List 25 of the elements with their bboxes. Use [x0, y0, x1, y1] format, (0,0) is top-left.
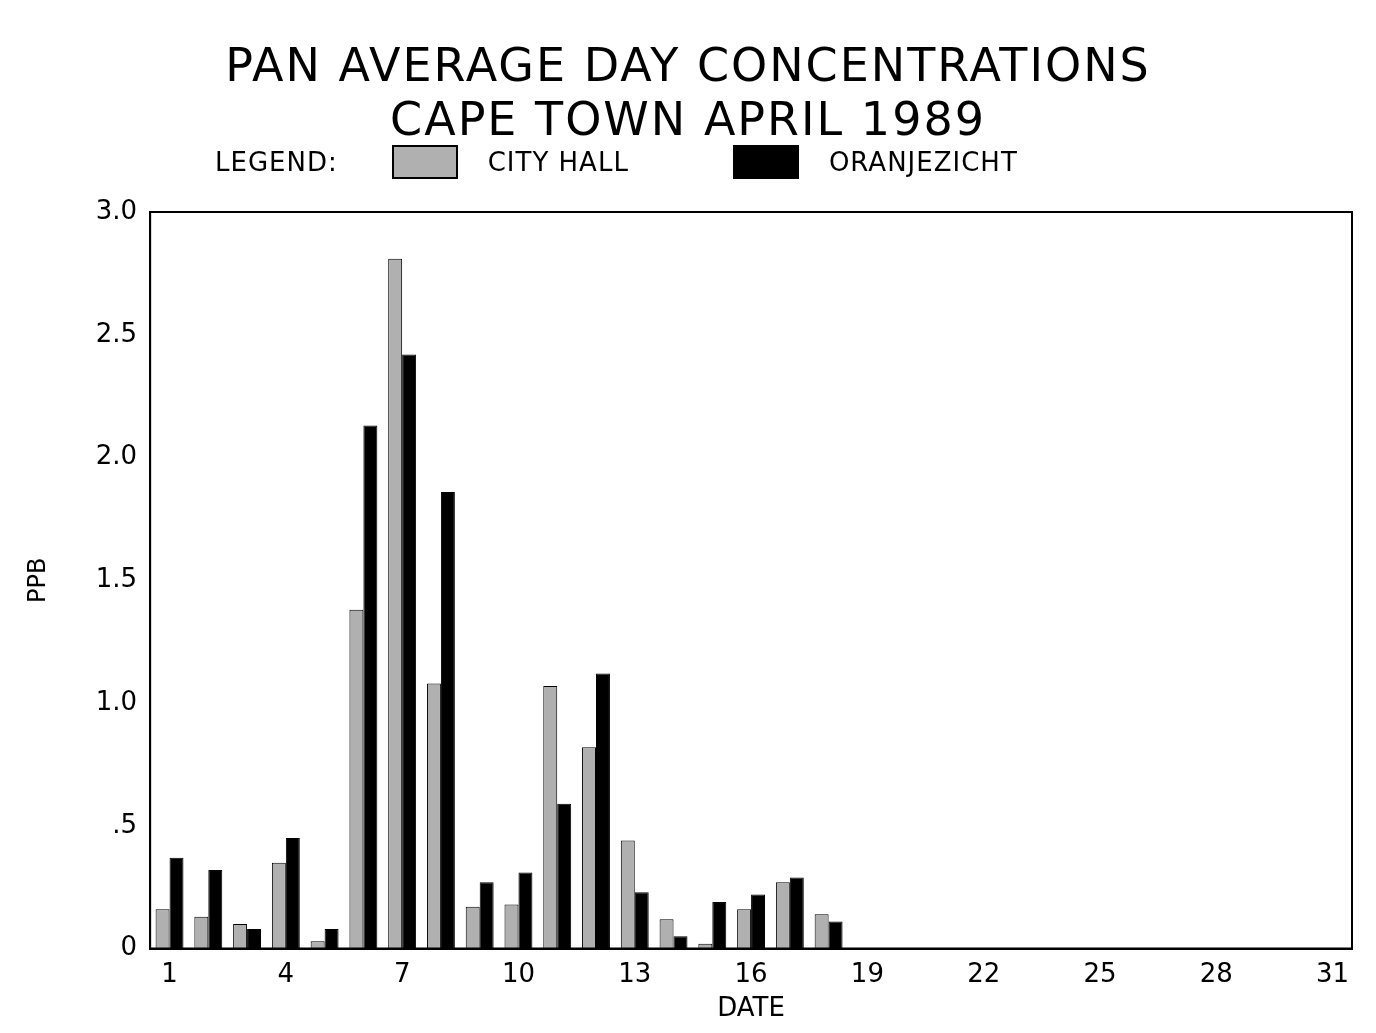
y-tick-label: .5	[112, 808, 138, 839]
legend-label: ORANJEZICHT	[828, 147, 1018, 177]
legend-title: LEGEND:	[215, 147, 338, 177]
y-tick-label: 0	[120, 931, 138, 962]
x-tick-label: 28	[1199, 957, 1233, 988]
x-tick-label: 22	[967, 957, 1001, 988]
x-tick-label: 7	[393, 957, 411, 988]
y-tick-label: 3.0	[95, 194, 138, 225]
x-tick-label: 4	[277, 957, 295, 988]
y-tick-label: 1.5	[95, 563, 138, 594]
x-tick-label: 1	[161, 957, 178, 988]
x-tick-label: 16	[734, 957, 768, 988]
x-tick-label: 13	[618, 957, 652, 988]
x-tick-label: 10	[501, 957, 535, 988]
chart-subtitle: CAPE TOWN APRIL 1989	[389, 92, 987, 146]
y-tick-label: 1.0	[95, 685, 138, 716]
chart-title: PAN AVERAGE DAY CONCENTRATIONS	[224, 38, 1152, 92]
x-tick-label: 31	[1316, 957, 1350, 988]
x-tick-label: 25	[1083, 957, 1117, 988]
y-axis-title: PPB	[22, 557, 51, 604]
x-axis-title: DATE	[717, 992, 785, 1023]
x-tick-label: 19	[850, 957, 884, 988]
y-tick-label: 2.0	[95, 440, 138, 471]
y-tick-label: 2.5	[95, 317, 138, 348]
legend-label: CITY HALL	[487, 147, 629, 177]
